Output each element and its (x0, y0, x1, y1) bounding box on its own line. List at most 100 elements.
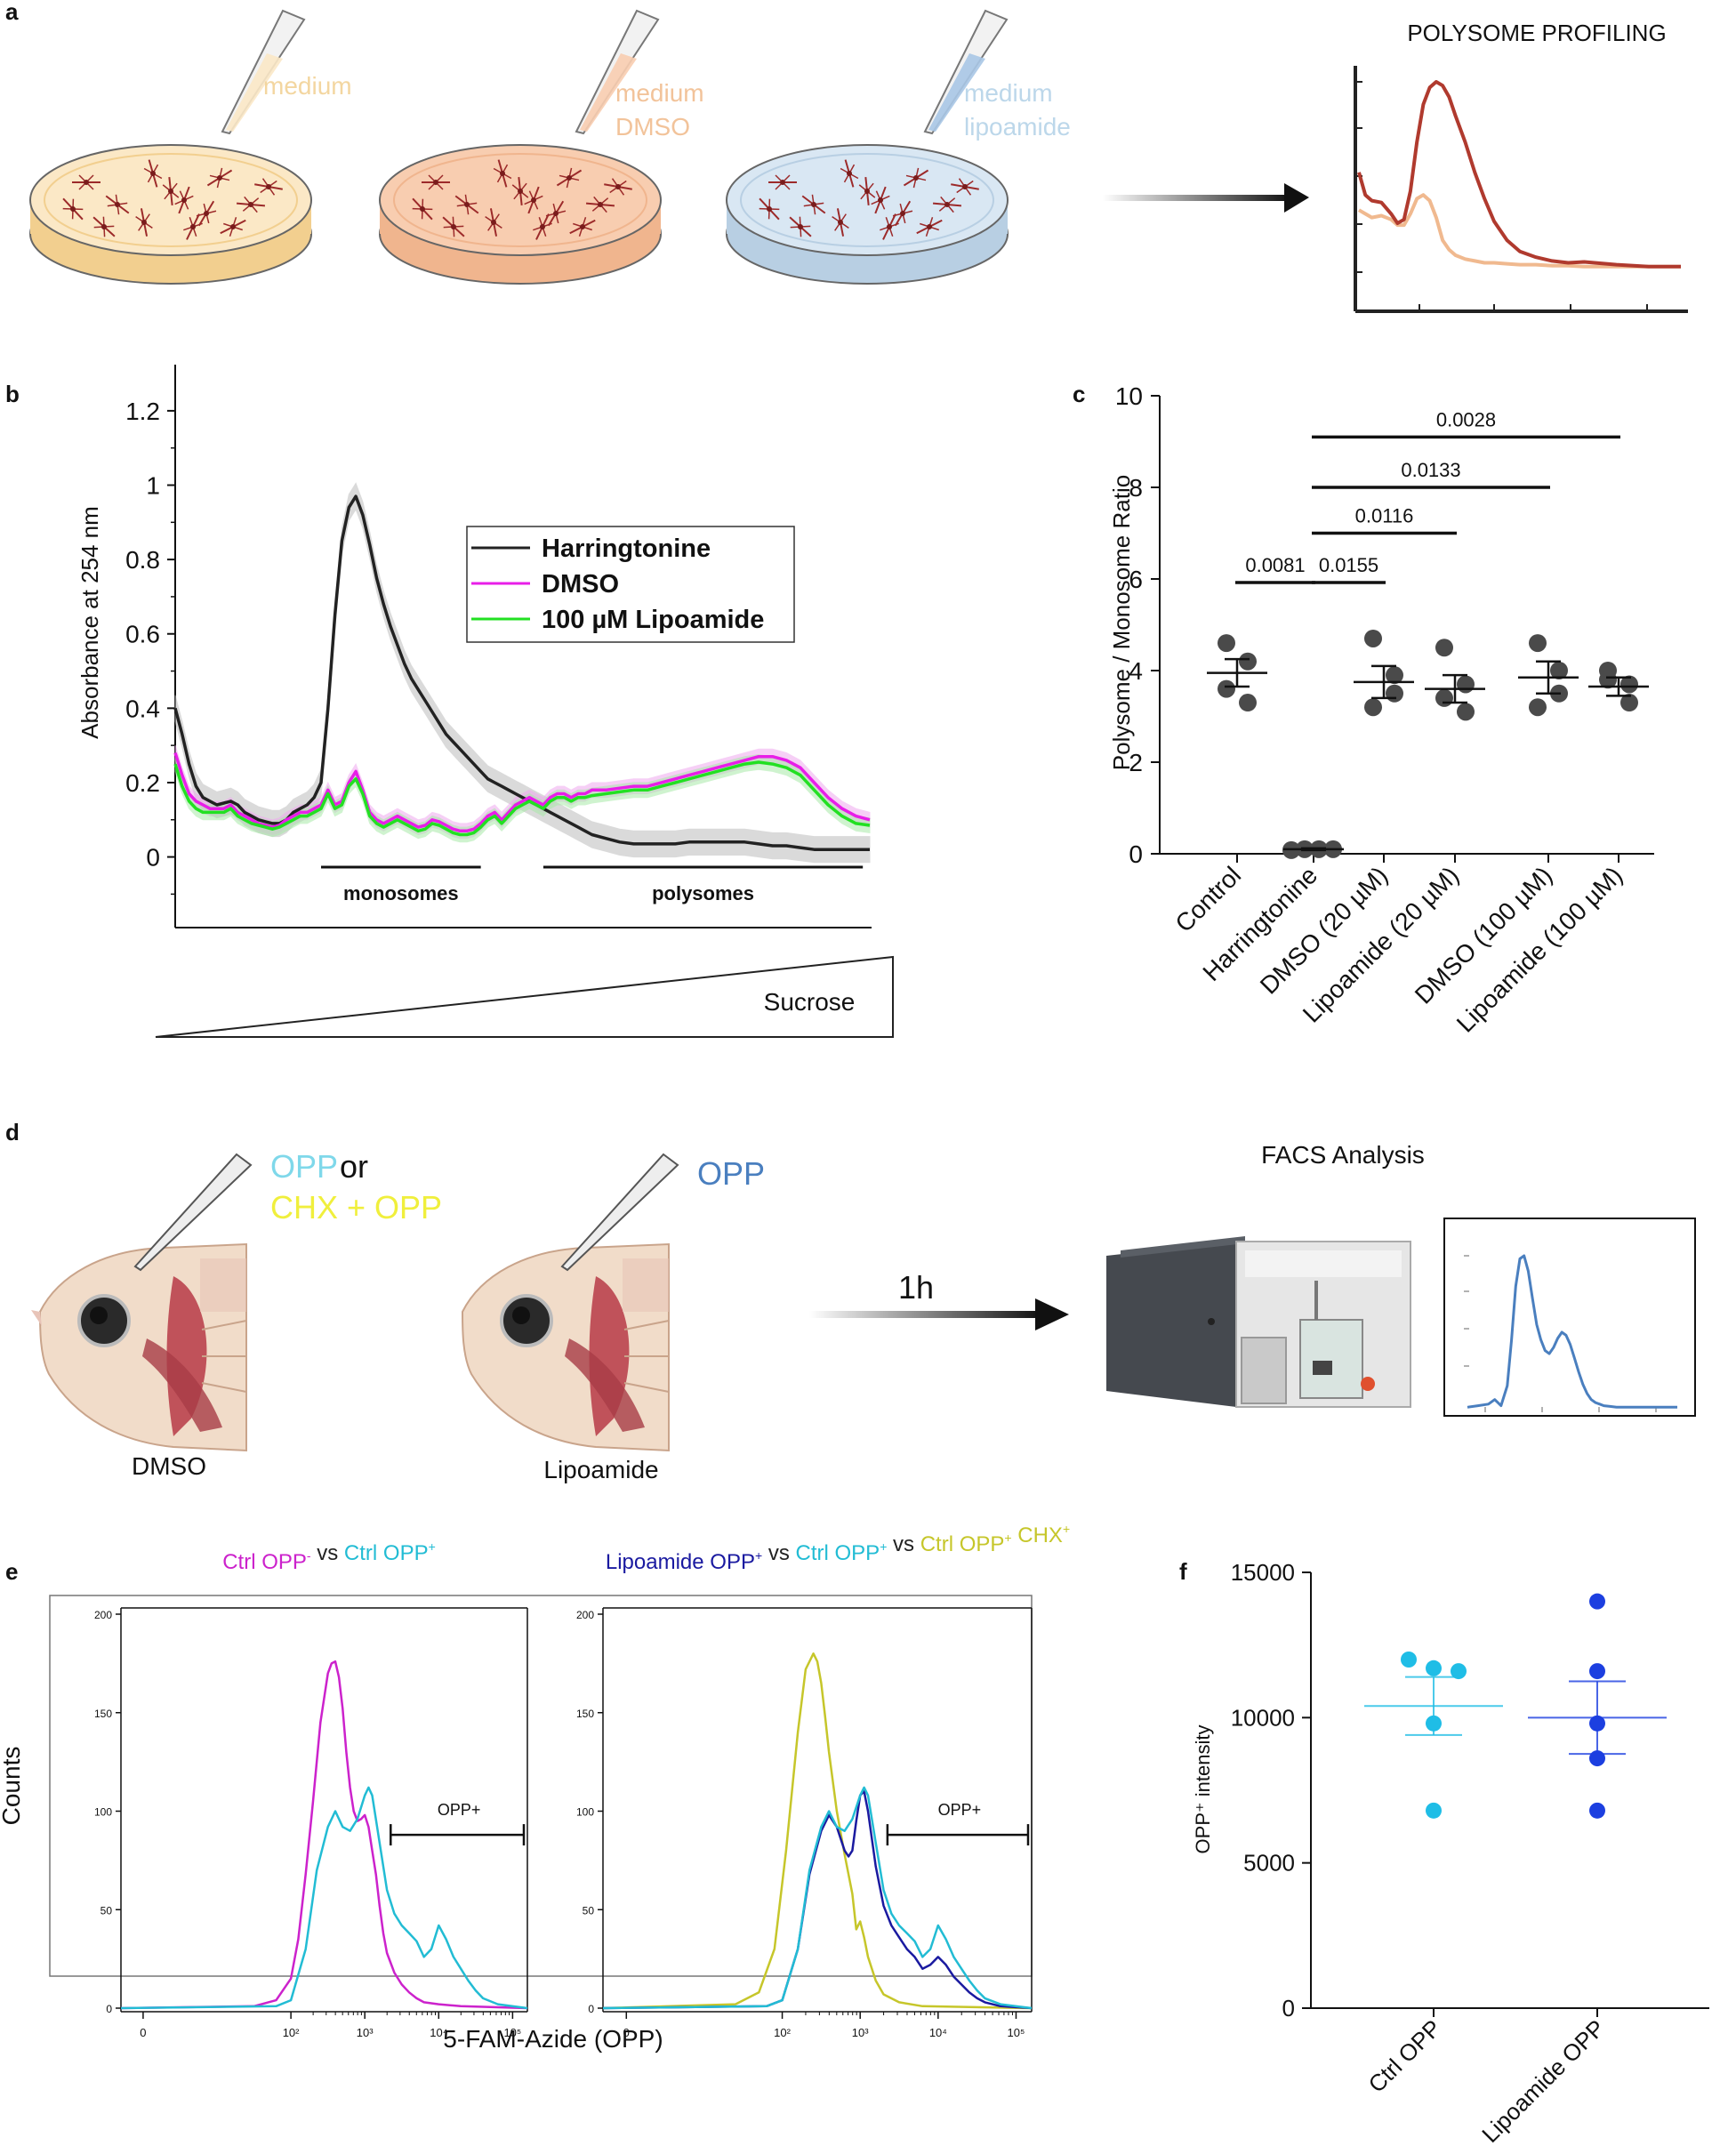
cell-icon (72, 174, 100, 190)
pipette-icon (221, 9, 306, 135)
data-point (1386, 684, 1403, 703)
arrow-shaft (809, 1311, 1041, 1318)
cell-icon (62, 197, 84, 221)
gate-label: OPP+ (938, 1801, 982, 1819)
y-tick-label: 100 (94, 1806, 112, 1819)
dish-cells (412, 159, 632, 240)
title-segment: vs (762, 1541, 795, 1565)
dish-label: DMSO (615, 113, 690, 141)
counts-axis-label: Counts (0, 1747, 25, 1826)
y-tick-label: 0 (106, 2003, 112, 2015)
y-tick-label: 4 (1129, 657, 1143, 685)
panel-b-regions: monosomes polysomes (321, 865, 864, 904)
cell-icon (903, 167, 929, 189)
cell-icon (92, 216, 116, 237)
cell-icon (892, 200, 913, 227)
cell-icon (569, 217, 596, 237)
panel-letter-f: f (1179, 1558, 1187, 1585)
y-axis-label: Absorbance at 254 nm (76, 506, 103, 739)
cell-icon (454, 194, 479, 215)
panel-e: e Ctrl OPP- vs Ctrl OPP+ Lipoamide OPP+ … (0, 1522, 1070, 2053)
data-point (1218, 634, 1235, 653)
cell-icon (236, 196, 266, 213)
data-point (1457, 675, 1475, 694)
y-tick-label: 0.4 (125, 695, 160, 722)
y-tick-label: 0 (588, 2003, 594, 2015)
histogram-left: 0 50 100 150 200 0 10² 10³ 10⁴ 10⁵ OPP+ (94, 1607, 528, 2039)
cell-icon (105, 194, 130, 215)
x-tick-label: 10⁴ (929, 2026, 947, 2039)
data-point (1435, 688, 1453, 707)
panel-letter-a: a (5, 0, 19, 25)
y-tick-label: 200 (94, 1609, 112, 1621)
facs-title: FACS Analysis (1261, 1141, 1425, 1169)
cell-icon (422, 174, 450, 190)
cell-icon (412, 197, 433, 221)
x-axis-label: 5-FAM-Azide (OPP) (443, 2025, 663, 2053)
dish-1 (29, 144, 312, 285)
cell-icon (220, 217, 246, 237)
y-tick-label: 150 (576, 1708, 594, 1720)
y-tick-label: 50 (583, 1904, 595, 1917)
series-line-100 µM Lipoamide (173, 760, 871, 837)
data-point (1435, 639, 1453, 657)
y-tick-label: 0 (1282, 1995, 1295, 2021)
cell-icon (524, 186, 543, 214)
histogram-curve-Lipoamide OPP+ (602, 1790, 1033, 2010)
cell-icon (932, 196, 962, 213)
injection-needle-icon (133, 1153, 253, 1272)
p-value-label: 0.0028 (1436, 408, 1496, 430)
x-tick-label: 0 (623, 2026, 630, 2039)
fish-label-dmso: DMSO (132, 1452, 206, 1480)
cell-icon (801, 194, 826, 215)
cell-icon (871, 186, 890, 214)
dish-medium (393, 153, 647, 247)
y-tick-label: 200 (576, 1609, 594, 1621)
title-superscript: + (755, 1548, 762, 1563)
y-tick-label: 2 (1129, 749, 1143, 776)
zebrafish-head-illustration (461, 1242, 670, 1452)
cell-icon (880, 213, 899, 240)
y-tick-label: 0 (1129, 840, 1143, 868)
series-line-DMSO (173, 752, 871, 833)
x-tick-label: 10⁴ (430, 2026, 447, 2039)
data-point (1364, 629, 1382, 647)
sucrose-label: Sucrose (764, 988, 856, 1016)
data-point (1364, 698, 1382, 717)
histogram-curve-Ctrl OPP+ CHX+ (602, 1652, 1033, 2010)
region-label-polysomes: polysomes (652, 882, 754, 904)
data-point (1401, 1652, 1417, 1668)
title-segment: Ctrl OPP (920, 1532, 1005, 1556)
facs-curve (1467, 1254, 1677, 1409)
histogram-title-left: Ctrl OPP- vs Ctrl OPP+ (222, 1539, 436, 1574)
cell-icon (493, 159, 512, 188)
p-value-label: 0.0116 (1355, 505, 1414, 527)
gate-label: OPP+ (438, 1801, 481, 1819)
sucrose-gradient-wedge (155, 955, 894, 1038)
histogram-title-right: Lipoamide OPP+ vs Ctrl OPP+ vs Ctrl OPP+… (606, 1522, 1070, 1574)
panel-letter-d: d (5, 1119, 20, 1145)
profile-curve-treated (1357, 80, 1681, 269)
title-superscript: + (429, 1539, 436, 1554)
profiling-title: POLYSOME PROFILING (1407, 20, 1666, 46)
y-axis-label: Polysome / Monosome Ratio (1108, 475, 1135, 770)
arrow-shaft (1103, 195, 1290, 201)
title-segment: vs (311, 1541, 344, 1565)
y-tick-label: 0.8 (125, 546, 160, 574)
cell-icon (789, 216, 812, 237)
y-tick-label: 10000 (1231, 1704, 1295, 1731)
title-segment: Ctrl OPP (344, 1541, 429, 1565)
data-point (1218, 679, 1235, 698)
or-label: or (340, 1148, 368, 1185)
cell-icon (485, 208, 502, 237)
cell-icon (254, 178, 283, 196)
y-tick-label: 15000 (1231, 1559, 1295, 1586)
arrow-head-icon (1284, 183, 1309, 213)
facs-histogram-curve (1467, 1254, 1677, 1409)
panel-b-ylabel: Absorbance at 254 nm (76, 506, 103, 739)
panel-b-axes: 0 0.2 0.4 0.6 0.8 1 1.2 (125, 365, 872, 928)
cell-icon (174, 186, 194, 214)
opp-label: OPP (697, 1155, 765, 1192)
